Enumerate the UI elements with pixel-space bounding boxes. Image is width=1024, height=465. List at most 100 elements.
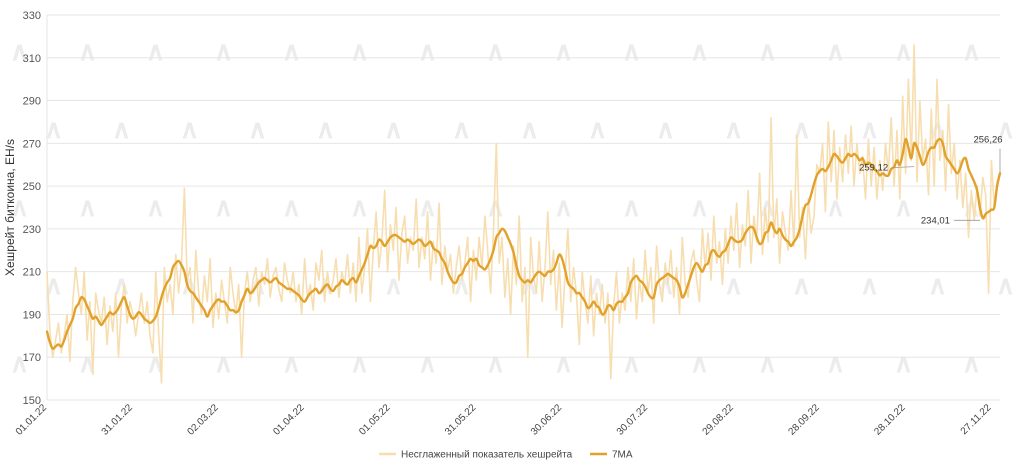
series-line-7ma	[45, 137, 1002, 351]
watermark-icon: ∧	[10, 36, 29, 66]
watermark-icon: ∧	[146, 192, 165, 222]
watermark-icon: ∧	[690, 192, 709, 222]
watermark-icon: ∧	[758, 36, 777, 66]
x-axis-ticks: 01.01.22 31.01.22 02.03.22 01.04.22 01.05.22…	[14, 402, 994, 438]
watermark-icon: ∧	[282, 192, 301, 222]
x-tick-label: 01.05.22	[357, 402, 393, 438]
x-tick-label: 02.03.22	[186, 402, 222, 438]
annotations-layer: 256,26 259,12 234,01	[859, 135, 1002, 227]
y-tick-label: 170	[23, 352, 41, 364]
watermark-icon: ∧	[860, 114, 879, 144]
watermark-icon: ∧	[418, 36, 437, 66]
watermark-icon: ∧	[826, 192, 845, 222]
watermark-icon: ∧	[894, 348, 913, 378]
watermark-icon: ∧	[894, 36, 913, 66]
y-tick-label: 210	[23, 267, 41, 279]
watermark-icon: ∧	[214, 348, 233, 378]
watermark-icon: ∧	[44, 114, 63, 144]
annotation-label: 259,12	[859, 163, 888, 174]
watermark-icon: ∧	[112, 270, 131, 300]
watermark-icon: ∧	[112, 114, 131, 144]
legend-ma-label: 7MA	[612, 450, 633, 461]
annotation-label: 256,26	[973, 135, 1002, 146]
watermark-icon: ∧	[690, 348, 709, 378]
watermark-icon: ∧	[656, 114, 675, 144]
y-tick-label: 330	[23, 10, 41, 22]
watermark-icon: ∧	[792, 270, 811, 300]
watermark-icon: ∧	[622, 192, 641, 222]
watermark-icon: ∧	[78, 192, 97, 222]
watermark-icon: ∧	[486, 192, 505, 222]
watermark-icon: ∧	[282, 36, 301, 66]
y-tick-label: 190	[23, 309, 41, 321]
watermark-icon: ∧	[860, 270, 879, 300]
watermark-icon: ∧	[384, 114, 403, 144]
x-tick-label: 31.05.22	[443, 402, 479, 438]
y-tick-label: 310	[23, 53, 41, 65]
watermark-icon: ∧	[792, 114, 811, 144]
y-tick-label: 230	[23, 224, 41, 236]
watermark-icon: ∧	[214, 192, 233, 222]
grid-lines	[46, 14, 1000, 401]
x-tick-label: 30.06.22	[529, 402, 565, 438]
watermark-icon: ∧	[554, 36, 573, 66]
watermark-icon: ∧	[962, 348, 981, 378]
watermark-icon: ∧	[316, 114, 335, 144]
watermark-icon: ∧	[10, 192, 29, 222]
watermark-icon: ∧	[418, 348, 437, 378]
watermark-icon: ∧	[724, 114, 743, 144]
watermark-icon: ∧	[588, 114, 607, 144]
watermark-icon: ∧	[826, 348, 845, 378]
x-tick-label: 31.01.22	[100, 402, 136, 438]
watermark-icon: ∧	[996, 114, 1015, 144]
watermark-icon: ∧	[622, 36, 641, 66]
watermark-icon: ∧	[894, 192, 913, 222]
watermark-icon: ∧	[248, 114, 267, 144]
watermark-icon: ∧	[724, 270, 743, 300]
y-tick-label: 270	[23, 138, 41, 150]
watermark-icon: ∧	[180, 270, 199, 300]
watermark-icon: ∧	[282, 348, 301, 378]
x-tick-label: 29.08.22	[701, 402, 737, 438]
y-tick-label: 250	[23, 181, 41, 193]
watermark-icon: ∧	[690, 36, 709, 66]
annotation-leader	[892, 166, 915, 169]
watermark-icon: ∧	[146, 36, 165, 66]
legend-raw-label: Несглаженный показатель хешрейта	[401, 450, 573, 461]
watermark-icon: ∧	[10, 348, 29, 378]
y-tick-label: 150	[23, 395, 41, 407]
watermark-icon: ∧	[622, 348, 641, 378]
watermark-layer: ∧ ∧ ∧ ∧ ∧ ∧ ∧ ∧ ∧ ∧ ∧ ∧ ∧ ∧ ∧ ∧ ∧ ∧ ∧ ∧ ∧ ∧ ∧ ∧ ∧ ∧ ∧ ∧ ∧ ∧ ∧ ∧ ∧ ∧ ∧ ∧ ∧ ∧ ∧ ∧…	[10, 36, 1015, 378]
watermark-icon: ∧	[180, 114, 199, 144]
x-tick-label: 01.01.22	[14, 402, 50, 438]
watermark-icon: ∧	[486, 36, 505, 66]
x-tick-label: 30.07.22	[615, 402, 651, 438]
watermark-icon: ∧	[520, 114, 539, 144]
series-layer	[45, 44, 1002, 384]
y-axis-ticks: 150 170 190 210 230 250 270 290 310 330	[23, 10, 41, 407]
watermark-icon: ∧	[452, 114, 471, 144]
watermark-icon: ∧	[384, 270, 403, 300]
watermark-icon: ∧	[78, 36, 97, 66]
legend: Несглаженный показатель хешрейта 7MA	[379, 450, 633, 461]
watermark-icon: ∧	[554, 192, 573, 222]
watermark-icon: ∧	[554, 348, 573, 378]
watermark-icon: ∧	[486, 348, 505, 378]
x-tick-label: 27.11.22	[959, 402, 994, 437]
watermark-icon: ∧	[350, 192, 369, 222]
watermark-icon: ∧	[758, 348, 777, 378]
series-line-raw	[46, 44, 1001, 384]
x-tick-label: 28.10.22	[872, 402, 908, 438]
y-axis-label: Хешрейт биткоина, EH/s	[3, 139, 17, 276]
watermark-icon: ∧	[452, 270, 471, 300]
watermark-icon: ∧	[350, 348, 369, 378]
x-tick-label: 28.09.22	[787, 402, 823, 438]
watermark-icon: ∧	[962, 36, 981, 66]
watermark-icon: ∧	[350, 36, 369, 66]
watermark-icon: ∧	[826, 36, 845, 66]
watermark-icon: ∧	[214, 36, 233, 66]
y-tick-label: 290	[23, 96, 41, 108]
watermark-icon: ∧	[418, 192, 437, 222]
